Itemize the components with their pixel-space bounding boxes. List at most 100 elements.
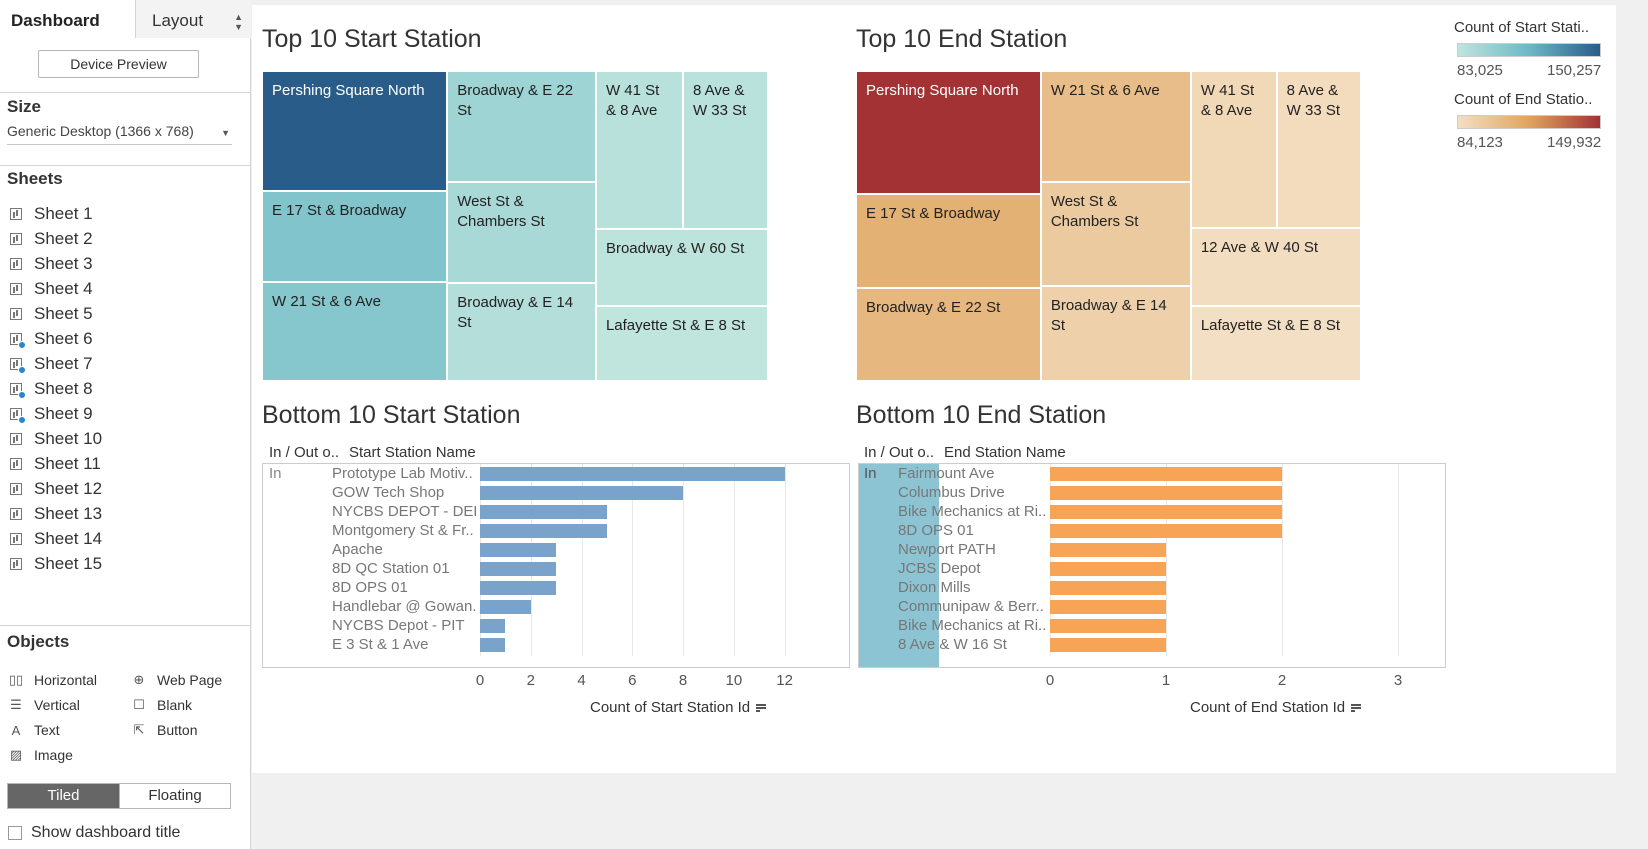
bottom-end-col2-header[interactable]: End Station Name [944,444,1066,461]
sheet-item[interactable]: Sheet 10 [10,426,102,451]
bar-category-label[interactable]: NYCBS Depot - PIT [332,617,465,634]
sheet-item[interactable]: Sheet 13 [10,501,102,526]
bar[interactable] [480,581,557,595]
sheet-item[interactable]: Sheet 3 [10,251,102,276]
treemap-cell[interactable]: 8 Ave & W 33 St [1276,71,1361,228]
object-image[interactable]: ▨ Image [8,747,73,763]
treemap-cell[interactable]: Broadway & E 14 St [447,283,596,381]
treemap-cell[interactable]: Pershing Square North [262,71,448,191]
sheet-item[interactable]: Sheet 2 [10,226,102,251]
bar-category-label[interactable]: Handlebar @ Gowan.. [332,598,476,615]
treemap-cell[interactable]: E 17 St & Broadway [262,190,448,283]
sheet-item[interactable]: Sheet 1 [10,201,102,226]
sheet-item[interactable]: Sheet 15 [10,551,102,576]
treemap-cell[interactable]: 8 Ave & W 33 St [682,71,768,229]
bar-category-label[interactable]: Dixon Mills [898,579,971,596]
legend-start-ramp[interactable] [1457,43,1601,57]
sheet-item[interactable]: Sheet 9 [10,401,102,426]
bar[interactable] [1050,543,1166,557]
bar[interactable] [1050,505,1282,519]
bar-category-label[interactable]: Communipaw & Berr.. [898,598,1044,615]
bar[interactable] [1050,562,1166,576]
bar[interactable] [1050,486,1282,500]
treemap-cell[interactable]: W 41 St & 8 Ave [595,71,683,229]
treemap-top-start[interactable]: Pershing Square North E 17 St & Broadway W… [262,71,768,381]
sheet-item[interactable]: Sheet 14 [10,526,102,551]
treemap-cell[interactable]: Broadway & E 22 St [447,71,596,182]
object-horizontal[interactable]: ▯▯ Horizontal [8,672,97,688]
object-web-page[interactable]: ⊕ Web Page [131,672,223,688]
bar[interactable] [1050,600,1166,614]
bar[interactable] [480,505,607,519]
bar[interactable] [1050,524,1282,538]
bar[interactable] [480,543,557,557]
sort-icon[interactable] [756,703,767,713]
bar-category-label[interactable]: 8D OPS 01 [898,522,974,539]
bar[interactable] [480,467,785,481]
device-preview-button[interactable]: Device Preview [38,50,199,78]
bar[interactable] [1050,581,1166,595]
treemap-cell[interactable]: Broadway & W 60 St [595,228,768,307]
bar[interactable] [480,600,531,614]
object-blank[interactable]: ☐ Blank [131,697,192,713]
bar-category-label[interactable]: GOW Tech Shop [332,484,445,501]
treemap-cell[interactable]: Lafayette St & E 8 St [595,306,768,381]
object-button[interactable]: ⇱ Button [131,722,198,738]
bar-category-label[interactable]: Prototype Lab Motiv.. [332,465,473,482]
sheet-item[interactable]: Sheet 11 [10,451,102,476]
legend-end-ramp[interactable] [1457,115,1601,129]
treemap-cell[interactable]: Pershing Square North [856,71,1041,195]
bar[interactable] [480,562,557,576]
treemap-top-end[interactable]: Pershing Square North E 17 St & Broadway B… [856,71,1361,381]
sheet-item[interactable]: Sheet 7 [10,351,102,376]
sheet-item[interactable]: Sheet 12 [10,476,102,501]
tab-dashboard[interactable]: Dashboard [0,0,135,38]
object-vertical[interactable]: ☰ Vertical [8,697,80,713]
treemap-cell[interactable]: W 21 St & 6 Ave [262,282,448,381]
sheet-item[interactable]: Sheet 4 [10,276,102,301]
sort-icon[interactable] [1351,703,1362,713]
bar-category-label[interactable]: NYCBS DEPOT - DEL.. [332,503,476,520]
treemap-cell[interactable]: Broadway & E 22 St [856,288,1041,381]
bottom-start-axis-title[interactable]: Count of Start Station Id [590,699,767,716]
treemap-cell[interactable]: Lafayette St & E 8 St [1190,305,1361,381]
bar[interactable] [480,619,506,633]
bar-category-label[interactable]: Fairmount Ave [898,465,995,482]
bottom-end-axis-title[interactable]: Count of End Station Id [1190,699,1362,716]
object-text[interactable]: A Text [8,722,60,738]
bar[interactable] [480,486,684,500]
bar-category-label[interactable]: 8D QC Station 01 [332,560,450,577]
bar-category-label[interactable]: Columbus Drive [898,484,1005,501]
tab-layout[interactable]: Layout ▲ ▼ [135,0,251,38]
floating-button[interactable]: Floating [119,784,230,808]
bottom-start-col1-header[interactable]: In / Out o.. [269,444,340,461]
bar-category-label[interactable]: Newport PATH [898,541,996,558]
treemap-cell[interactable]: W 21 St & 6 Ave [1040,71,1191,182]
bar-category-label[interactable]: Bike Mechanics at Ri.. [898,617,1046,634]
bar-category-label[interactable]: E 3 St & 1 Ave [332,636,429,653]
treemap-cell[interactable]: West St & Chambers St [447,181,596,284]
size-select[interactable]: Generic Desktop (1366 x 768) ▼ [7,123,232,145]
bar[interactable] [480,524,607,538]
treemap-cell[interactable]: West St & Chambers St [1040,181,1191,286]
tiled-button[interactable]: Tiled [8,784,119,808]
bar-category-label[interactable]: 8 Ave & W 16 St [898,636,1007,653]
treemap-cell[interactable]: 12 Ave & W 40 St [1190,227,1361,306]
sheet-item[interactable]: Sheet 5 [10,301,102,326]
bottom-end-col1-header[interactable]: In / Out o.. [864,444,935,461]
treemap-cell[interactable]: Broadway & E 14 St [1040,285,1191,381]
bar-category-label[interactable]: JCBS Depot [898,560,981,577]
bar-category-label[interactable]: Apache [332,541,383,558]
bar[interactable] [1050,638,1166,652]
show-dashboard-title-checkbox[interactable]: Show dashboard title [8,824,180,842]
sheet-item[interactable]: Sheet 6 [10,326,102,351]
sheet-item[interactable]: Sheet 8 [10,376,102,401]
bar[interactable] [1050,619,1166,633]
bar-category-label[interactable]: Montgomery St & Fr.. [332,522,474,539]
bottom-end-group-cell[interactable] [859,464,939,667]
bar-category-label[interactable]: Bike Mechanics at Ri.. [898,503,1046,520]
bottom-start-col2-header[interactable]: Start Station Name [349,444,476,461]
treemap-cell[interactable]: W 41 St & 8 Ave [1190,71,1277,228]
treemap-cell[interactable]: E 17 St & Broadway [856,194,1041,288]
bar[interactable] [480,638,506,652]
